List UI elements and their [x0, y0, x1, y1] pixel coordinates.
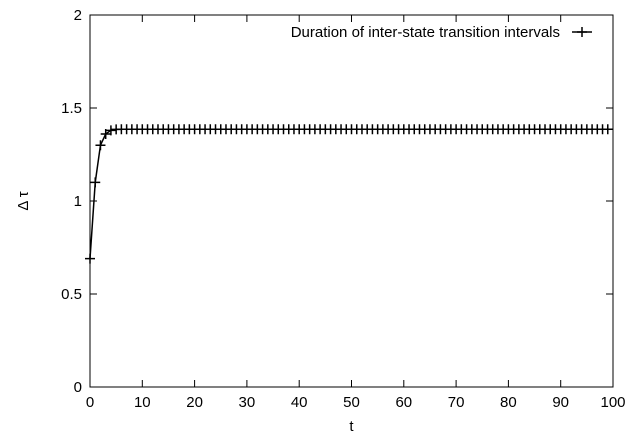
- labels-layer: 0 10 20 30 40 50 60 70 80 90 100 0 0.5 1 1.5 2: [61, 7, 625, 411]
- data-point: [95, 140, 106, 151]
- y-tick-label: 1.5: [61, 100, 82, 117]
- x-tick-label: 90: [552, 394, 569, 411]
- x-tick-label: 0: [86, 394, 94, 411]
- ticks-layer: [89, 14, 614, 388]
- plot-frame: [89, 14, 614, 388]
- x-tick-label: 80: [500, 394, 517, 411]
- legend-marker: [577, 27, 587, 37]
- x-tick-label: 30: [239, 394, 256, 411]
- y-axis-label: Δ τ: [15, 191, 32, 210]
- y-tick-label: 0.5: [61, 286, 82, 303]
- y-tick-label: 0: [74, 379, 82, 396]
- data-point: [85, 253, 95, 264]
- data-point: [602, 124, 613, 135]
- x-tick-label: 50: [343, 394, 360, 411]
- x-tick-label: 70: [448, 394, 465, 411]
- series-line: [89, 128, 608, 259]
- series-layer: [85, 124, 613, 264]
- data-point: [100, 129, 111, 140]
- x-tick-label: 40: [291, 394, 308, 411]
- legend: Duration of inter-state transition inter…: [291, 24, 592, 41]
- data-point: [105, 125, 116, 136]
- legend-label: Duration of inter-state transition inter…: [291, 24, 560, 41]
- x-axis-label: t: [349, 418, 354, 435]
- y-tick-label: 2: [74, 7, 82, 24]
- y-tick-label: 1: [74, 193, 82, 210]
- x-tick-label: 60: [395, 394, 412, 411]
- x-tick-label: 10: [134, 394, 151, 411]
- x-tick-label: 20: [186, 394, 203, 411]
- x-tick-label: 100: [600, 394, 625, 411]
- data-point: [90, 177, 101, 188]
